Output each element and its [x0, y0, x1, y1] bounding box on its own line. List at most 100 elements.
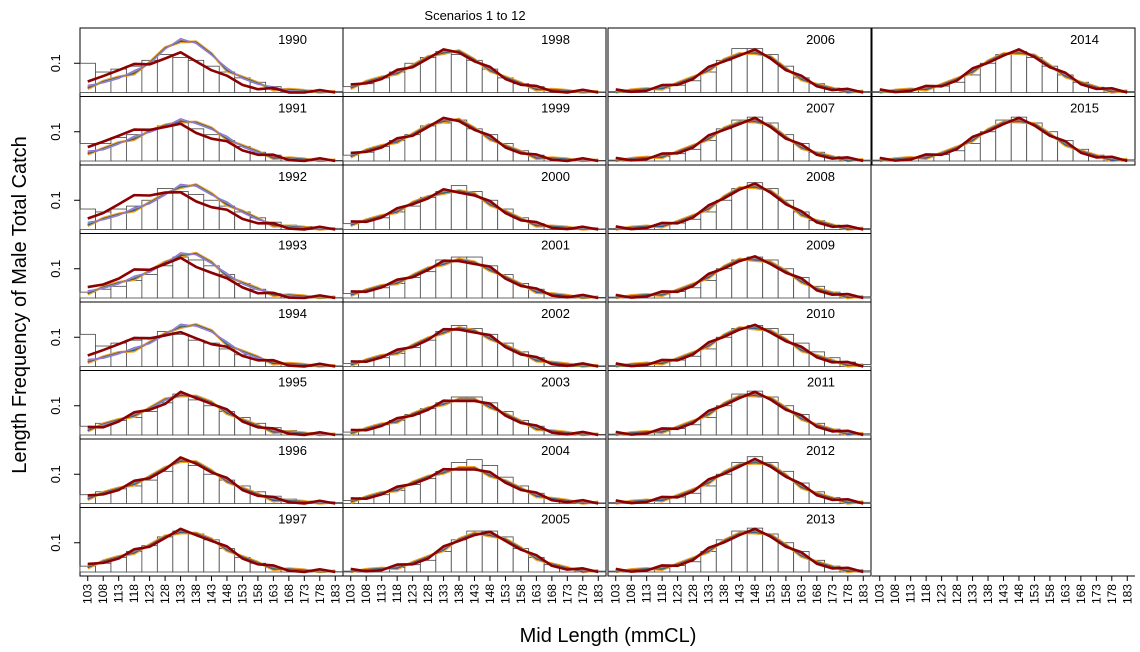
observed-bar	[731, 328, 748, 367]
observed-bar	[746, 256, 764, 299]
scenario-line	[350, 467, 599, 505]
panel-year-label: 2005	[541, 512, 570, 527]
y-axis-label: Length Frequency of Male Total Catch	[9, 136, 31, 474]
x-tick-label: 113	[375, 584, 389, 603]
scenario-line	[350, 259, 599, 300]
x-tick-label: 103	[344, 584, 358, 604]
x-tick-label: 103	[81, 584, 95, 604]
panel-year-label: 1995	[278, 375, 307, 390]
x-tick-label: 123	[143, 584, 157, 604]
x-tick-label: 133	[702, 584, 716, 604]
panel-2009: 2009	[607, 233, 872, 303]
x-tick-label: 153	[498, 584, 512, 604]
observed-bar	[715, 59, 733, 93]
panel-2001: 2001	[342, 233, 607, 303]
observed-bar	[435, 122, 452, 162]
x-tick-label: 153	[763, 584, 777, 604]
x-tick-label: 123	[935, 584, 949, 604]
x-tick-label: 123	[406, 584, 420, 604]
scenario-line	[615, 48, 864, 94]
panel-year-label: 2004	[541, 443, 570, 458]
observed-bar	[419, 478, 437, 504]
observed-bar	[700, 280, 717, 299]
x-tick-label: 153	[1027, 584, 1041, 604]
observed-bar	[141, 545, 158, 573]
panel-2015: 2015	[871, 96, 1136, 166]
x-tick-label: 168	[1074, 584, 1088, 604]
scenario-line	[615, 182, 864, 231]
panel-year-label: 2014	[1070, 32, 1099, 47]
x-tick-label: 138	[981, 584, 995, 604]
observed-bar	[435, 330, 452, 367]
panel-year-label: 2006	[806, 32, 835, 47]
x-tick-label: 183	[328, 584, 342, 604]
observed-bar	[141, 479, 158, 504]
observed-bar	[700, 348, 717, 367]
panel-year-label: 2000	[541, 169, 570, 184]
x-tick-label: 143	[997, 584, 1011, 604]
observed-bar	[79, 208, 96, 230]
y-tick-label: 0.1	[48, 123, 63, 141]
scenario-line	[87, 122, 336, 163]
panel-1992: 1992 0.1	[48, 164, 344, 234]
x-tick-label: 128	[950, 584, 964, 604]
observed-bar	[684, 80, 702, 93]
observed-bar	[746, 325, 764, 367]
scenario-line	[350, 48, 599, 94]
x-tick-label: 128	[158, 584, 172, 604]
panel-year-label: 1993	[278, 238, 307, 253]
observed-bar	[156, 402, 174, 436]
panel-frame	[871, 96, 1136, 166]
x-tick-label: 163	[794, 584, 808, 604]
panel-1997: 1997 0.1	[48, 507, 344, 577]
x-tick-label: 158	[514, 584, 528, 604]
observed-bar	[450, 539, 468, 573]
observed-bar	[715, 336, 733, 367]
panel-year-label: 2001	[541, 238, 570, 253]
observed-bar	[731, 259, 748, 299]
observed-bar	[450, 54, 468, 93]
observed-bar	[172, 393, 189, 436]
panel-2011: 2011	[607, 370, 872, 440]
observed-bar	[203, 405, 220, 436]
observed-bar	[126, 485, 143, 504]
panel-grid: 1990 0.1 1991 0.1 1992 0.1 1993 0.1 1994 0.1 1995 0…	[48, 27, 1136, 577]
observed-bar	[126, 417, 143, 436]
observed-bar	[187, 193, 205, 230]
y-tick-label: 0.1	[48, 534, 63, 552]
observed-bar	[141, 274, 158, 299]
x-tick-label: 168	[810, 584, 824, 604]
observed-bar	[110, 285, 127, 299]
observed-bar	[435, 470, 452, 504]
observed-bar	[141, 411, 158, 436]
observed-bar	[203, 539, 220, 573]
observed-bar	[419, 271, 437, 299]
scenario-line	[615, 527, 864, 574]
panel-1993: 1993 0.1	[48, 233, 344, 303]
observed-bar	[979, 131, 997, 162]
panel-2014: 2014	[871, 27, 1136, 97]
observed-bar	[126, 339, 143, 367]
observed-bar	[419, 339, 437, 367]
observed-bar	[404, 134, 421, 162]
scenario-line	[87, 50, 336, 94]
x-tick-label: 148	[220, 584, 234, 604]
scenario-line	[879, 116, 1128, 163]
panel-1994: 1994 0.1	[48, 301, 344, 371]
observed-bar	[450, 119, 468, 162]
x-tick-label: 103	[873, 584, 887, 604]
panel-2006: 2006	[607, 27, 872, 97]
observed-bar	[700, 71, 717, 93]
observed-bar	[172, 333, 189, 367]
x-tick-label: 158	[251, 584, 265, 604]
observed-bar	[700, 417, 717, 436]
panel-year-label: 1991	[278, 101, 307, 116]
x-tick-label: 118	[655, 584, 669, 603]
x-tick-label: 143	[468, 584, 482, 604]
panel-year-label: 2002	[541, 306, 570, 321]
observed-bar	[435, 191, 452, 230]
observed-bar	[404, 484, 421, 504]
x-tick-label: 113	[904, 584, 918, 603]
x-tick-label: 133	[437, 584, 451, 604]
